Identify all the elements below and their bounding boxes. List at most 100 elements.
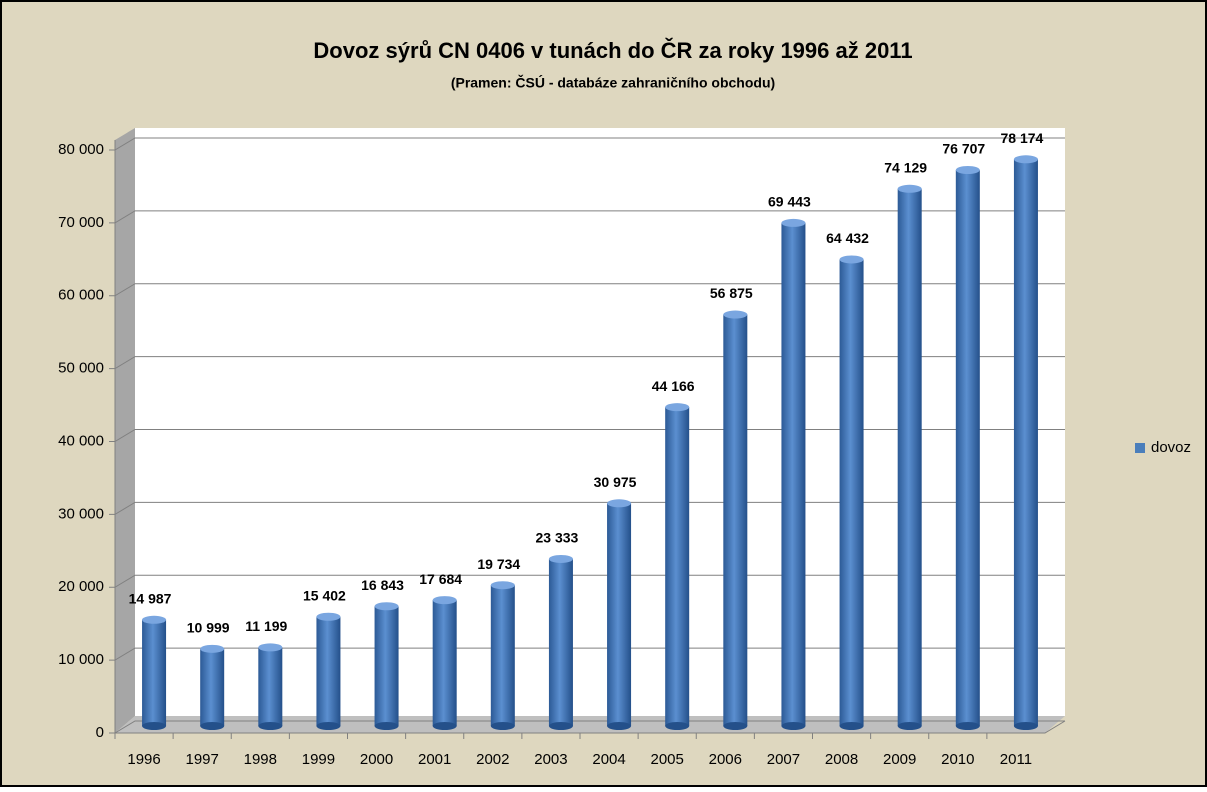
bar-base bbox=[665, 722, 690, 730]
x-tick-label: 2002 bbox=[476, 751, 509, 768]
value-label: 76 707 bbox=[942, 141, 985, 157]
bar-base bbox=[897, 722, 922, 730]
x-tick-label: 2003 bbox=[534, 751, 567, 768]
bar-base bbox=[607, 722, 632, 730]
bar bbox=[781, 222, 806, 726]
bar-cap bbox=[316, 612, 341, 621]
bar bbox=[316, 616, 341, 726]
bar bbox=[955, 169, 980, 726]
bar-cap bbox=[1013, 155, 1038, 164]
bar-cap bbox=[955, 165, 980, 174]
grid-line bbox=[114, 574, 1065, 588]
x-tick-label: 2011 bbox=[1000, 751, 1032, 768]
y-tick-label: 30 000 bbox=[58, 505, 104, 522]
bar-cap bbox=[723, 310, 748, 319]
x-tick-label: 2004 bbox=[592, 751, 625, 768]
x-tick-label: 2006 bbox=[709, 751, 742, 768]
chart-title: Dovoz sýrů CN 0406 v tunách do ČR za rok… bbox=[313, 38, 912, 63]
x-tick-label: 2000 bbox=[360, 751, 393, 768]
value-label: 19 734 bbox=[477, 556, 520, 572]
value-label: 14 987 bbox=[129, 590, 172, 606]
bar bbox=[723, 314, 748, 726]
bar-cap bbox=[432, 596, 457, 605]
back-wall bbox=[135, 128, 1065, 716]
bar-cap bbox=[258, 643, 283, 652]
grid-line bbox=[114, 429, 1065, 442]
value-label: 44 166 bbox=[652, 378, 695, 394]
grid-line bbox=[114, 720, 1065, 734]
y-tick-label: 10 000 bbox=[58, 651, 104, 668]
bar bbox=[200, 648, 225, 726]
bar bbox=[374, 606, 399, 726]
x-tick-label: 1999 bbox=[302, 751, 335, 768]
grid-line bbox=[114, 283, 1065, 297]
bar bbox=[432, 600, 457, 726]
value-label: 78 174 bbox=[1001, 130, 1044, 146]
bar bbox=[1013, 159, 1038, 726]
x-tick-label: 2009 bbox=[883, 751, 916, 768]
floor bbox=[115, 716, 1065, 733]
bar-base bbox=[548, 722, 573, 730]
bar bbox=[839, 259, 864, 726]
bar-cap bbox=[897, 184, 922, 193]
bar-cap bbox=[781, 218, 806, 227]
bar-base bbox=[839, 722, 864, 730]
bar bbox=[665, 407, 690, 726]
grid-line bbox=[114, 356, 1065, 370]
side-wall bbox=[115, 128, 135, 733]
bar-base bbox=[374, 722, 399, 730]
bar-cap bbox=[839, 255, 864, 264]
value-label: 64 432 bbox=[826, 230, 869, 246]
value-label: 10 999 bbox=[187, 620, 230, 636]
grid-line bbox=[114, 501, 1065, 515]
y-tick-label: 70 000 bbox=[58, 214, 104, 231]
bar bbox=[548, 558, 573, 726]
x-tick-label: 2007 bbox=[767, 751, 800, 768]
bar-cap bbox=[374, 602, 399, 611]
bar-cap bbox=[142, 615, 167, 624]
value-label: 74 129 bbox=[884, 159, 927, 175]
bar-cap bbox=[490, 581, 515, 590]
bar-cap bbox=[665, 403, 690, 412]
legend-swatch bbox=[1135, 443, 1145, 453]
bar-base bbox=[258, 722, 283, 730]
y-tick-label: 0 bbox=[96, 724, 104, 741]
bar-base bbox=[723, 722, 748, 730]
x-tick-label: 2005 bbox=[651, 751, 684, 768]
x-tick-label: 2010 bbox=[941, 751, 974, 768]
x-axis bbox=[115, 720, 1066, 734]
value-label: 56 875 bbox=[710, 285, 753, 301]
grid-line bbox=[114, 647, 1065, 661]
bar-base bbox=[955, 722, 980, 730]
bar-base bbox=[781, 722, 806, 730]
bar-cap bbox=[200, 644, 225, 653]
bar-base bbox=[1013, 722, 1038, 730]
bar bbox=[897, 188, 922, 726]
y-tick-label: 20 000 bbox=[58, 578, 104, 595]
bar-base bbox=[490, 722, 515, 730]
y-tick-label: 50 000 bbox=[58, 360, 104, 377]
grid-line bbox=[114, 137, 1065, 151]
value-label: 17 684 bbox=[419, 571, 462, 587]
value-label: 16 843 bbox=[361, 577, 404, 593]
value-label: 15 402 bbox=[303, 587, 346, 603]
y-tick-label: 40 000 bbox=[58, 432, 104, 449]
value-label: 11 199 bbox=[245, 618, 287, 634]
x-tick-label: 2008 bbox=[825, 751, 858, 768]
bar-cap bbox=[548, 554, 573, 563]
bar bbox=[490, 585, 515, 726]
x-tick-label: 1996 bbox=[127, 751, 160, 768]
bar-base bbox=[316, 722, 341, 730]
bar bbox=[258, 647, 283, 726]
value-label: 23 333 bbox=[536, 530, 579, 546]
bar-base bbox=[142, 722, 167, 730]
value-label: 30 975 bbox=[594, 474, 637, 490]
x-tick-label: 1998 bbox=[244, 751, 277, 768]
bar bbox=[607, 503, 632, 726]
x-tick-label: 2001 bbox=[418, 751, 451, 768]
bar-cap bbox=[607, 499, 632, 508]
y-tick-label: 80 000 bbox=[58, 141, 104, 158]
grid-line bbox=[114, 210, 1065, 224]
bar bbox=[142, 619, 167, 726]
